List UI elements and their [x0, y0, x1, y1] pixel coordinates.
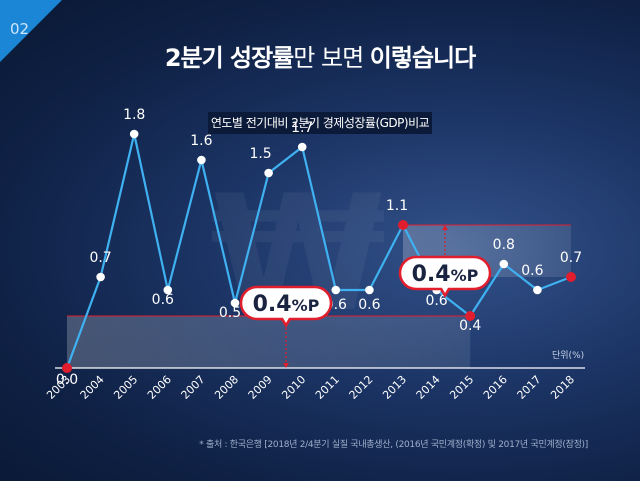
arrow-a-head-bottom: [283, 363, 289, 368]
value-label-2006: 0.6: [152, 292, 174, 308]
source-note: * 출처 : 한국은행 [2018년 2/4분기 실질 국내총생산, (2016…: [199, 440, 588, 450]
value-label-2012: 0.6: [358, 297, 380, 313]
data-point-2018: [566, 272, 576, 282]
year-label-2010: 2010: [279, 373, 308, 402]
year-label-2008: 2008: [212, 373, 241, 402]
value-label-2009: 1.5: [249, 146, 271, 162]
callout-b-text: 0.4%P: [412, 262, 479, 287]
data-point-2004: [96, 272, 105, 282]
page-number: 02: [10, 20, 30, 38]
data-point-2016: [499, 259, 509, 269]
data-point-2013: [398, 220, 408, 230]
year-label-2006: 2006: [145, 373, 174, 402]
value-label-2016: 0.8: [493, 237, 515, 253]
data-point-2003: [62, 363, 72, 373]
corner-tab: [0, 0, 62, 62]
callout-b-pointer-inner: [441, 287, 449, 293]
data-point-2008: [230, 298, 240, 308]
value-label-2004: 0.7: [89, 250, 111, 266]
data-point-2006: [163, 285, 173, 295]
data-point-2015: [465, 311, 476, 321]
value-label-2005: 1.8: [123, 107, 145, 123]
year-label-2007: 2007: [179, 373, 208, 402]
callout-b-unit: %P: [451, 266, 479, 285]
year-label-2012: 2012: [347, 373, 376, 402]
callout-a-unit: %P: [292, 296, 320, 315]
data-point-2017: [533, 285, 542, 295]
data-point-2007: [197, 155, 206, 165]
data-point-2012: [365, 285, 374, 295]
year-label-2004: 2004: [78, 373, 107, 402]
title-part-2: 만 보면: [293, 44, 370, 72]
data-point-2011: [331, 285, 341, 295]
callout-b: 0.4%P: [398, 255, 492, 298]
callout-a-value: 0.4: [253, 292, 292, 317]
chart-title: 연도별 전기대비 2분기 경제성장률(GDP)비교: [208, 112, 432, 134]
value-label-2018: 0.7: [560, 250, 582, 266]
year-label-2014: 2014: [414, 373, 443, 402]
year-label-2016: 2016: [481, 373, 510, 402]
callout-a: 0.4%P: [239, 285, 333, 328]
year-label-2017: 2017: [515, 373, 544, 402]
callout-a-pointer-inner: [282, 317, 290, 323]
value-label-2015: 0.4: [459, 318, 481, 334]
year-label-2013: 2013: [380, 373, 409, 402]
year-label-2018: 2018: [548, 373, 577, 402]
series-line: [65, 132, 572, 369]
unit-label: 단위(%): [552, 350, 584, 361]
year-label-2015: 2015: [447, 373, 476, 402]
data-point-2010: [297, 142, 307, 152]
title-part-3: 이렇습니다: [369, 44, 476, 72]
callout-a-text: 0.4%P: [253, 292, 320, 317]
value-label-2017: 0.6: [521, 263, 543, 279]
data-point-2005: [129, 129, 139, 139]
page-title: 2분기 성장률만 보면 이렇습니다: [0, 38, 640, 73]
data-point-2009: [264, 168, 273, 178]
arrow-b-head-top: [442, 225, 448, 230]
value-label-2014: 0.6: [425, 293, 447, 309]
year-label-2011: 2011: [313, 373, 342, 402]
year-label-2005: 2005: [111, 373, 140, 402]
value-label-2008: 0.5: [219, 305, 241, 321]
value-label-2007: 1.6: [190, 133, 212, 149]
band-a: [67, 316, 471, 368]
title-part-1: 2분기 성장률: [164, 44, 294, 72]
value-label-2010: 1.7: [291, 120, 313, 136]
value-label-2003: 0.0: [56, 372, 78, 388]
callout-b-value: 0.4: [412, 262, 451, 287]
year-label-2009: 2009: [246, 373, 275, 402]
value-label-2013: 1.1: [386, 198, 408, 214]
